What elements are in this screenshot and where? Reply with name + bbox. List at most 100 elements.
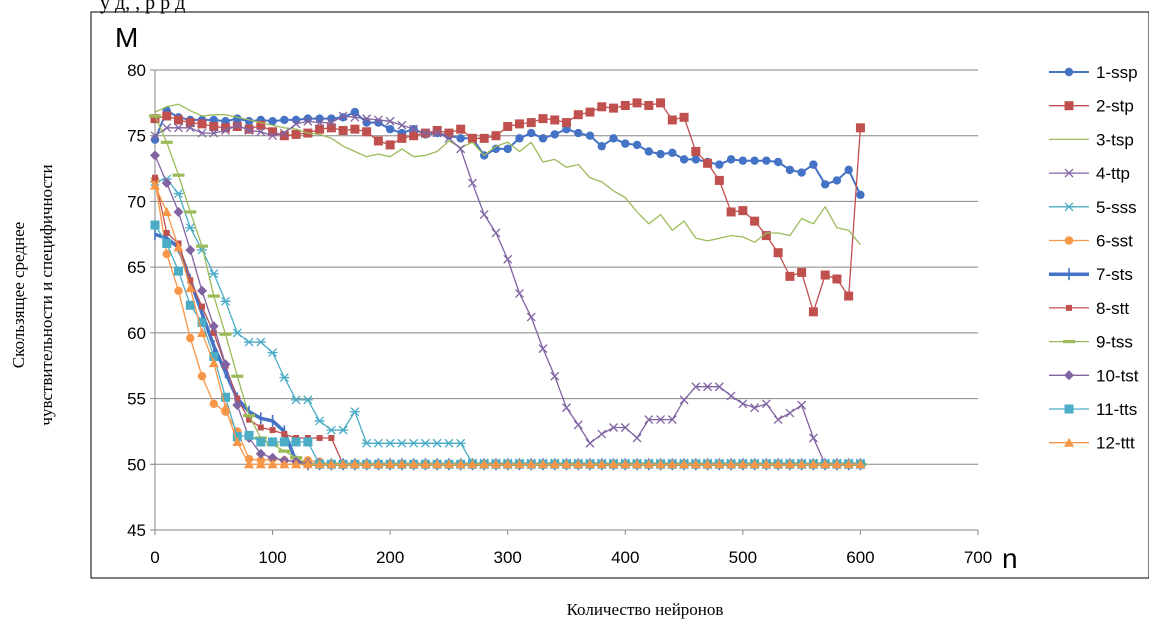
data-point [186, 333, 195, 343]
data-point [832, 176, 842, 185]
legend-swatch-marker [1064, 67, 1074, 77]
data-point [209, 399, 218, 409]
data-point [373, 136, 383, 146]
legend-label: 4-ttp [1096, 164, 1130, 183]
data-point [784, 459, 795, 469]
data-point [244, 117, 254, 126]
series-12-ttt [150, 180, 866, 469]
data-point [749, 459, 760, 469]
data-point [314, 416, 325, 426]
data-point [199, 303, 206, 310]
data-point [209, 352, 219, 362]
data-point [255, 337, 266, 347]
data-point [256, 127, 266, 137]
data-point [503, 254, 513, 264]
data-point [820, 270, 830, 280]
data-point [174, 266, 184, 276]
data-point [385, 116, 395, 126]
data-point [621, 139, 630, 148]
x-unit-label: n [1002, 543, 1018, 574]
data-point [150, 135, 160, 144]
data-point [562, 403, 571, 413]
series-1-ssp [150, 106, 865, 200]
x-tick-label: 100 [258, 548, 286, 567]
legend-swatch-marker [1064, 202, 1074, 212]
data-point [785, 165, 795, 175]
data-point [609, 134, 618, 143]
legend-label: 10-tst [1096, 366, 1139, 385]
data-point [221, 125, 231, 135]
data-point [196, 244, 209, 248]
data-point [267, 452, 278, 463]
data-point [208, 321, 219, 332]
data-point [232, 120, 242, 130]
data-point [573, 110, 583, 120]
data-point [350, 107, 360, 117]
data-point [656, 98, 666, 108]
legend-item: 7-sts [1049, 265, 1133, 284]
y-axis-title: Скользящее среднее чувствительности и сп… [9, 164, 56, 425]
data-point [162, 238, 172, 248]
data-point [503, 122, 513, 132]
data-point [691, 155, 701, 164]
data-point [174, 286, 183, 295]
data-point [150, 114, 160, 124]
data-point [750, 216, 760, 226]
data-point [620, 100, 630, 110]
data-point [843, 459, 854, 469]
data-point [808, 433, 818, 443]
data-point [328, 435, 335, 441]
data-point [385, 124, 395, 134]
data-point [244, 430, 254, 440]
legend-item: 8-stt [1049, 299, 1129, 318]
data-point [152, 174, 158, 181]
legend-item: 9-tss [1049, 333, 1133, 352]
data-point [456, 124, 466, 134]
data-point [432, 459, 443, 469]
data-point [231, 374, 244, 378]
data-point [737, 459, 748, 469]
data-point [714, 382, 724, 392]
x-tick-label: 400 [611, 548, 639, 567]
data-point [491, 228, 501, 238]
data-point [397, 120, 407, 130]
x-tick-label: 700 [964, 548, 992, 567]
data-point [185, 283, 196, 293]
y-tick-label: 50 [127, 455, 146, 474]
x-tick-label: 0 [150, 548, 159, 567]
data-point [385, 140, 395, 150]
series-7-sts [154, 228, 862, 471]
series-group [149, 98, 867, 471]
data-point [385, 459, 396, 469]
data-point [808, 307, 818, 317]
data-point [691, 382, 701, 392]
data-point [316, 435, 323, 441]
data-point [232, 436, 243, 446]
legend-swatch-marker [1066, 304, 1072, 311]
data-point [515, 134, 524, 143]
data-point [197, 285, 208, 296]
data-point [726, 391, 736, 401]
series-line [154, 102, 862, 313]
data-point [643, 459, 654, 469]
data-point [219, 332, 232, 336]
data-point [326, 459, 337, 469]
data-point [409, 124, 419, 134]
data-point [785, 408, 795, 418]
data-point [315, 118, 325, 128]
data-point [256, 437, 266, 447]
legend-label: 9-tss [1096, 333, 1133, 352]
data-point [761, 231, 771, 241]
legend-swatch-marker [1063, 340, 1075, 344]
data-point [668, 148, 677, 157]
data-point [455, 459, 466, 469]
data-point [315, 124, 325, 134]
data-point [208, 358, 219, 368]
data-point [809, 160, 818, 169]
chart-frame [90, 11, 1149, 579]
data-point [514, 459, 525, 469]
data-point [655, 459, 666, 469]
data-point [326, 123, 336, 133]
data-point [291, 119, 301, 129]
data-point [278, 449, 291, 453]
